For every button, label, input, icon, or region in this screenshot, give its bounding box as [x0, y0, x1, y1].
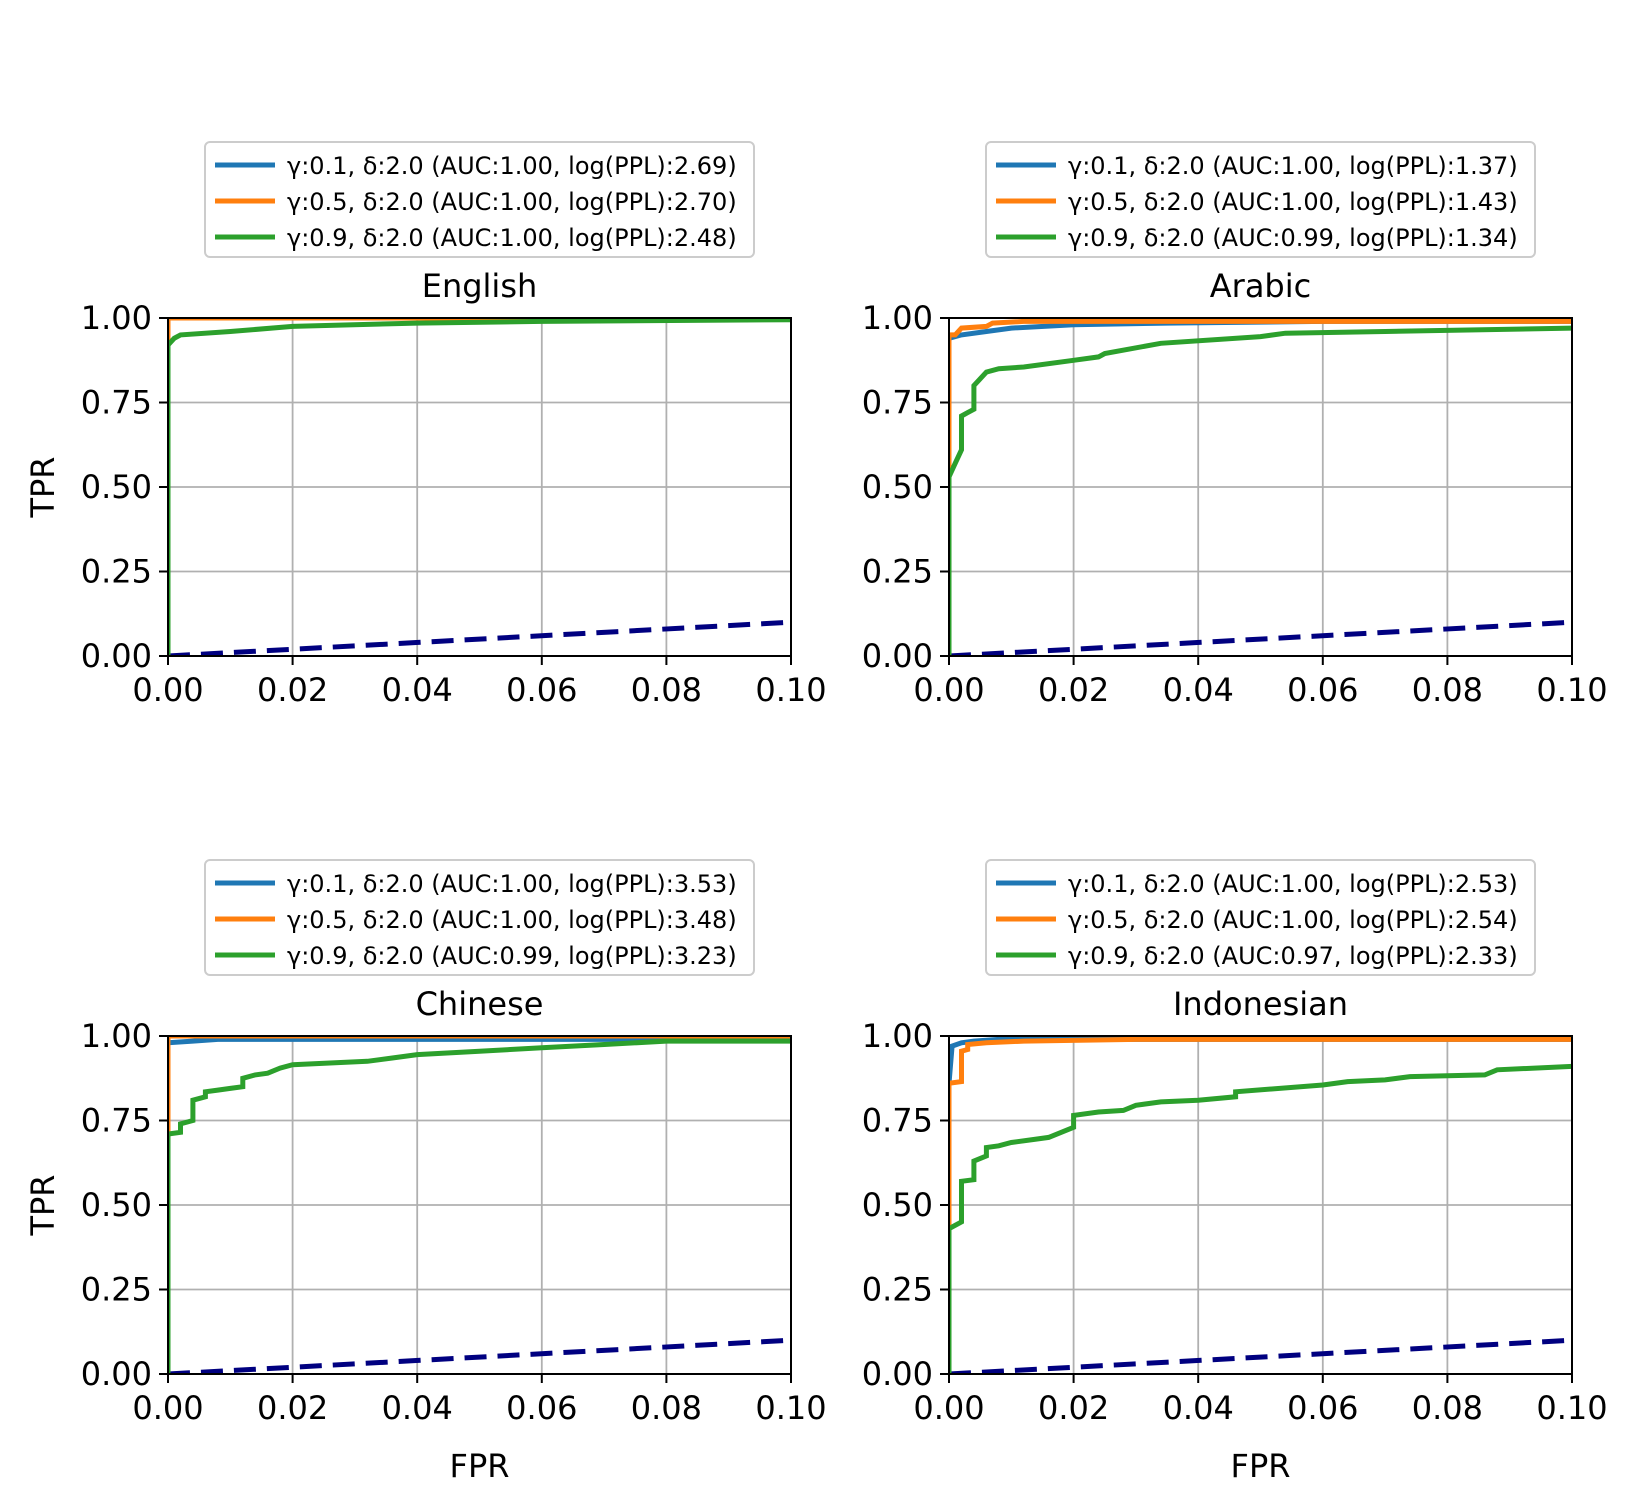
x-tick-label: 0.00 [132, 1389, 203, 1427]
series-line [949, 1036, 1572, 1374]
legend: γ:0.1, δ:2.0 (AUC:1.00, log(PPL):3.53) γ:… [204, 859, 755, 976]
baseline-line [949, 619, 1572, 656]
x-tick-label: 0.02 [257, 1389, 328, 1427]
x-tick-label: 0.06 [1287, 671, 1358, 709]
x-tick-label: 0.04 [1163, 1389, 1234, 1427]
y-tick-label: 0.25 [81, 553, 152, 591]
series-line [949, 1036, 1572, 1374]
legend-label: γ:0.9, δ:2.0 (AUC:0.99, log(PPL):1.34) [1068, 224, 1518, 252]
y-tick-label: 0.50 [862, 1186, 933, 1224]
x-tick-label: 0.00 [132, 671, 203, 709]
chart-title: English [422, 267, 538, 305]
x-axis-label: FPR [450, 1447, 510, 1485]
y-tick-label: 0.00 [862, 1355, 933, 1393]
series-line [168, 318, 791, 656]
x-tick-label: 0.04 [1163, 671, 1234, 709]
legend-label: γ:0.1, δ:2.0 (AUC:1.00, log(PPL):1.37) [1068, 152, 1518, 180]
y-tick-label: 0.00 [81, 1355, 152, 1393]
x-tick-label: 0.06 [506, 1389, 577, 1427]
chart-title: Chinese [416, 985, 544, 1023]
legend: γ:0.1, δ:2.0 (AUC:1.00, log(PPL):1.37) γ:… [985, 141, 1536, 258]
x-tick-label: 0.04 [382, 1389, 453, 1427]
baseline-line [949, 1337, 1572, 1374]
x-tick-label: 0.02 [257, 671, 328, 709]
y-tick-label: 0.75 [862, 1102, 933, 1140]
series-line [949, 318, 1572, 656]
panel-english: 0.00 0.02 0.04 0.06 0.08 0.10 0.00 0.25 0.50 0.75… [24, 141, 827, 709]
legend-label: γ:0.1, δ:2.0 (AUC:1.00, log(PPL):2.69) [287, 152, 737, 180]
x-tick-label: 0.08 [1412, 671, 1483, 709]
x-tick-label: 0.10 [755, 671, 826, 709]
y-tick-label: 0.25 [862, 1271, 933, 1309]
legend-label: γ:0.9, δ:2.0 (AUC:1.00, log(PPL):2.48) [287, 224, 737, 252]
x-tick-label: 0.08 [1412, 1389, 1483, 1427]
legend-label: γ:0.9, δ:2.0 (AUC:0.97, log(PPL):2.33) [1068, 942, 1518, 970]
series-line [949, 1063, 1572, 1374]
baseline-line [168, 1337, 791, 1374]
x-tick-label: 0.10 [1536, 671, 1607, 709]
y-tick-label: 1.00 [81, 299, 152, 337]
x-axis-label: FPR [1231, 1447, 1291, 1485]
y-tick-label: 0.75 [81, 1102, 152, 1140]
x-tick-label: 0.04 [382, 671, 453, 709]
series-line [168, 1036, 791, 1374]
x-tick-label: 0.02 [1038, 1389, 1109, 1427]
legend-box [985, 141, 1536, 258]
y-tick-label: 0.25 [862, 553, 933, 591]
chart-title: Arabic [1210, 267, 1311, 305]
panel-arabic: 0.00 0.02 0.04 0.06 0.08 0.10 0.00 0.25 0.50 0.75… [862, 141, 1608, 709]
y-tick-label: 0.25 [81, 1271, 152, 1309]
baseline-line [168, 619, 791, 656]
x-tick-label: 0.10 [755, 1389, 826, 1427]
x-tick-label: 0.00 [913, 671, 984, 709]
legend: γ:0.1, δ:2.0 (AUC:1.00, log(PPL):2.53) γ:… [985, 859, 1536, 976]
y-tick-label: 0.50 [81, 468, 152, 506]
x-tick-label: 0.08 [631, 671, 702, 709]
y-tick-label: 0.50 [81, 1186, 152, 1224]
x-tick-label: 0.02 [1038, 671, 1109, 709]
series-line [949, 318, 1572, 656]
y-tick-label: 1.00 [862, 1017, 933, 1055]
legend-box [204, 859, 755, 976]
y-tick-label: 0.50 [862, 468, 933, 506]
panel-indonesian: 0.00 0.02 0.04 0.06 0.08 0.10 0.00 0.25 0.50 0.75… [862, 859, 1608, 1485]
x-tick-label: 0.10 [1536, 1389, 1607, 1427]
legend-label: γ:0.1, δ:2.0 (AUC:1.00, log(PPL):2.53) [1068, 870, 1518, 898]
legend-box [985, 859, 1536, 976]
legend-label: γ:0.1, δ:2.0 (AUC:1.00, log(PPL):3.53) [287, 870, 737, 898]
y-tick-label: 0.75 [862, 384, 933, 422]
x-tick-label: 0.08 [631, 1389, 702, 1427]
y-tick-label: 0.00 [81, 637, 152, 675]
x-tick-label: 0.06 [1287, 1389, 1358, 1427]
x-tick-label: 0.06 [506, 671, 577, 709]
panel-chinese: 0.00 0.02 0.04 0.06 0.08 0.10 0.00 0.25 0.50 0.75… [24, 859, 827, 1485]
y-axis-label: TPR [24, 456, 62, 518]
legend-label: γ:0.5, δ:2.0 (AUC:1.00, log(PPL):3.48) [287, 906, 737, 934]
y-tick-label: 1.00 [862, 299, 933, 337]
y-tick-label: 0.75 [81, 384, 152, 422]
legend: γ:0.1, δ:2.0 (AUC:1.00, log(PPL):2.69) γ:… [204, 141, 755, 258]
y-tick-label: 0.00 [862, 637, 933, 675]
legend-label: γ:0.5, δ:2.0 (AUC:1.00, log(PPL):1.43) [1068, 188, 1518, 216]
series-line [168, 1038, 791, 1374]
legend-label: γ:0.5, δ:2.0 (AUC:1.00, log(PPL):2.54) [1068, 906, 1518, 934]
y-axis-label: TPR [24, 1174, 62, 1236]
y-tick-label: 1.00 [81, 1017, 152, 1055]
x-tick-label: 0.00 [913, 1389, 984, 1427]
chart-title: Indonesian [1173, 985, 1348, 1023]
series-line [949, 325, 1572, 656]
legend-label: γ:0.9, δ:2.0 (AUC:0.99, log(PPL):3.23) [287, 942, 737, 970]
legend-box [204, 141, 755, 258]
legend-label: γ:0.5, δ:2.0 (AUC:1.00, log(PPL):2.70) [287, 188, 737, 216]
